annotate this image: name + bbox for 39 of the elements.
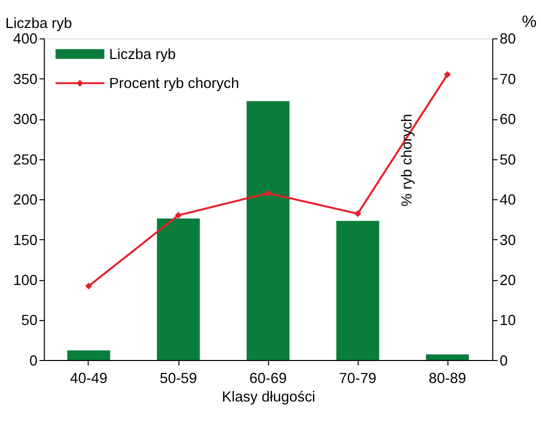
y-tick-label: 100 — [13, 272, 38, 289]
y2-tick-label: 60 — [500, 112, 516, 128]
legend-label: Liczba ryb — [109, 46, 176, 63]
x-axis-title: Klasy długości — [222, 389, 316, 406]
y-axis-title: Liczba ryb — [5, 16, 72, 32]
y2-axis-title: % — [522, 12, 537, 32]
y-tick-label: 400 — [13, 32, 38, 48]
y-tick-label: 300 — [13, 112, 38, 128]
y-tick-label: 200 — [13, 192, 38, 209]
legend-label: Procent ryb chorych — [109, 76, 240, 92]
y2-tick-label: 70 — [500, 72, 516, 88]
point — [444, 71, 451, 78]
y2-tick-label: 30 — [500, 232, 516, 249]
y-tick-label: 150 — [13, 232, 38, 249]
x-tick-label: 60-69 — [249, 370, 287, 387]
bar — [156, 218, 200, 360]
x-tick-label: 80-89 — [428, 370, 466, 387]
x-tick-label: 70-79 — [339, 370, 376, 387]
y2-tick-label: 10 — [500, 313, 516, 330]
bar — [336, 220, 380, 360]
y-tick-label: 350 — [13, 72, 38, 88]
annotation: % ryb chorych — [399, 114, 416, 206]
y2-tick-label: 20 — [500, 272, 516, 289]
bar — [426, 354, 469, 360]
y-tick-label: 50 — [21, 313, 38, 330]
point — [264, 190, 272, 197]
point — [354, 210, 362, 218]
y2-tick-label: 0 — [500, 353, 508, 370]
x-tick-label: 40-49 — [70, 370, 108, 387]
y2-tick-label: 80 — [500, 32, 516, 48]
y2-tick-label: 40 — [500, 192, 516, 209]
y-tick-label: 0 — [29, 353, 38, 370]
x-tick-label: 50-59 — [160, 370, 198, 387]
point — [85, 282, 92, 290]
y2-tick-label: 50 — [500, 152, 516, 168]
bar — [246, 101, 290, 360]
point — [174, 212, 182, 219]
bar — [67, 350, 110, 360]
y-tick-label: 250 — [13, 152, 38, 168]
